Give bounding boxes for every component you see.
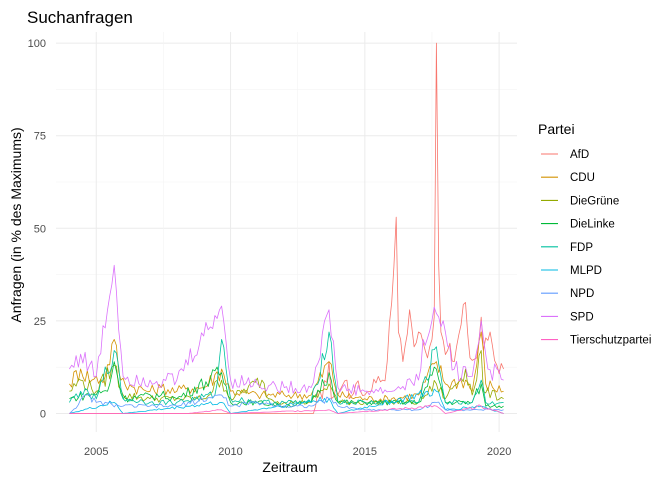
y-tick-label: 100 xyxy=(28,38,46,50)
series-line-dielinke xyxy=(69,361,504,409)
series-line-mlpd xyxy=(69,388,504,414)
series-line-npd xyxy=(69,393,504,414)
x-tick-label: 2010 xyxy=(218,446,242,458)
y-tick-label: 50 xyxy=(34,223,46,235)
legend-label: Tierschutzpartei xyxy=(570,335,651,347)
series-line-spd xyxy=(69,264,504,396)
legend-label: DieLinke xyxy=(570,219,615,231)
y-tick-label: 0 xyxy=(40,408,46,420)
series-line-fdp xyxy=(69,331,504,406)
y-axis-title: Anfragen (in % des Maximums) xyxy=(8,127,24,322)
legend-label: NPD xyxy=(570,288,594,300)
y-tick-label: 25 xyxy=(34,316,46,328)
legend-label: MLPD xyxy=(570,265,602,277)
series-lines xyxy=(69,42,504,414)
legend: Partei AfD CDU DieGrüne DieLinke FDP MLPD NPD S… xyxy=(538,121,651,347)
grid xyxy=(56,32,517,432)
x-axis-title: Zeitraum xyxy=(262,459,317,475)
x-tick-label: 2015 xyxy=(353,446,377,458)
series-line-diegrüne xyxy=(69,350,504,406)
legend-label: SPD xyxy=(570,311,594,323)
legend-label: FDP xyxy=(570,242,593,254)
chart-title: Suchanfragen xyxy=(27,8,133,27)
series-line-cdu xyxy=(69,331,504,403)
x-tick-label: 2020 xyxy=(487,446,511,458)
series-line-tierschutzpartei xyxy=(69,404,504,414)
legend-title: Partei xyxy=(538,121,575,137)
y-tick-labels: 0 25 50 75 100 xyxy=(28,38,46,420)
legend-label: CDU xyxy=(570,172,595,184)
x-tick-labels: 2005 2010 2015 2020 xyxy=(84,446,511,458)
legend-items: AfD CDU DieGrüne DieLinke FDP MLPD NPD SPD Tiers… xyxy=(541,149,651,347)
y-tick-label: 75 xyxy=(34,131,46,143)
legend-label: AfD xyxy=(570,149,589,161)
legend-label: DieGrüne xyxy=(570,195,619,207)
x-tick-label: 2005 xyxy=(84,446,108,458)
